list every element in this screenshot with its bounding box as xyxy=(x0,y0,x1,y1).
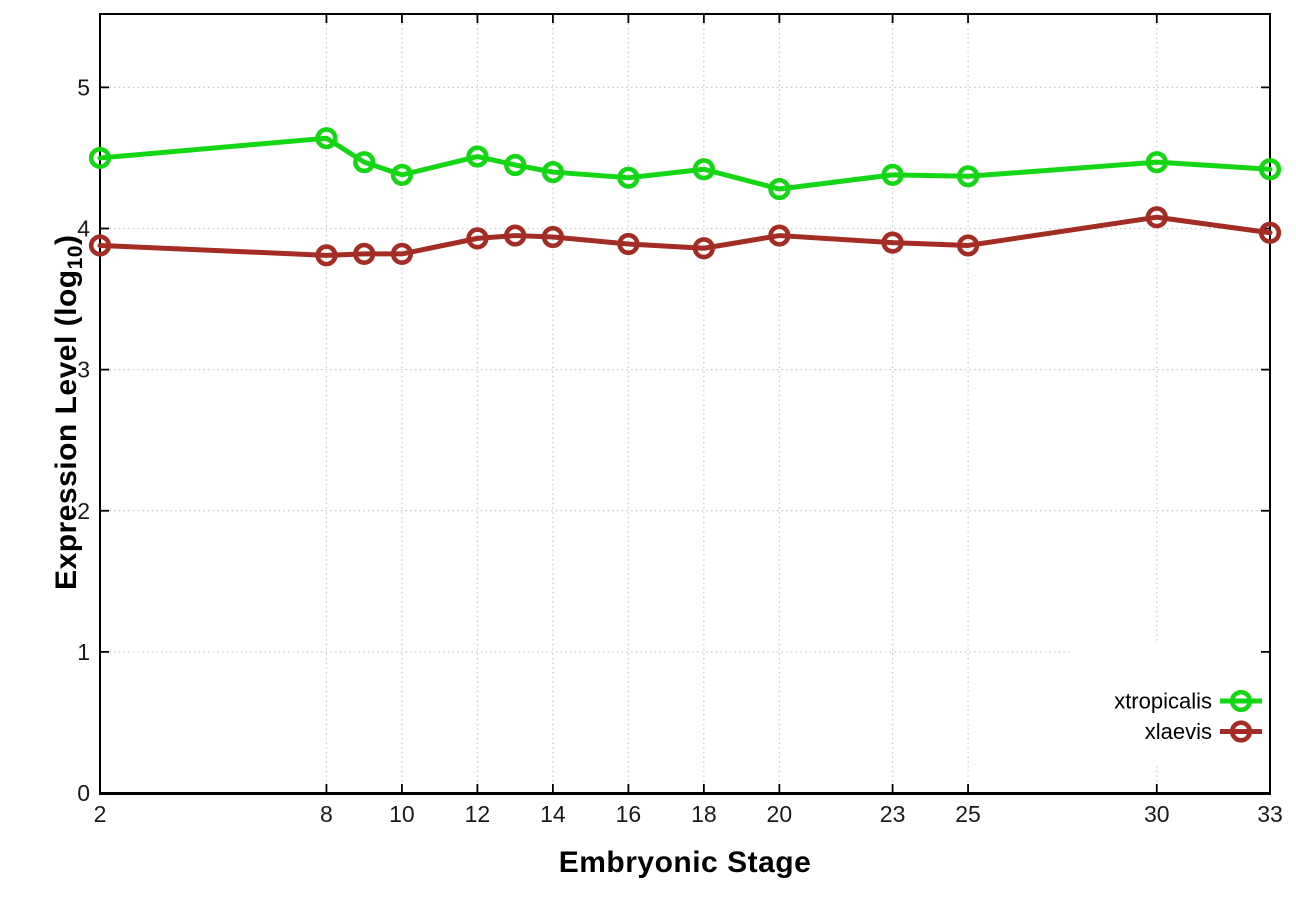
y-axis-label-base: Expression Level (log xyxy=(50,269,83,590)
y-tick-label: 4 xyxy=(77,216,90,242)
data-point-xtropicalis-stage-25 xyxy=(956,165,980,188)
y-tick-label: 1 xyxy=(77,639,90,665)
y-axis-label-close: ) xyxy=(50,234,83,246)
data-point-xtropicalis-stage-23 xyxy=(881,163,904,186)
x-tick-label: 10 xyxy=(389,801,415,827)
data-point-xtropicalis-stage-33 xyxy=(1258,158,1282,181)
series-line-xtropicalis xyxy=(97,135,1273,192)
data-point-xtropicalis-stage-16 xyxy=(617,166,640,189)
data-point-xtropicalis-stage-10 xyxy=(390,163,414,186)
x-tick-label: 8 xyxy=(320,801,333,827)
x-tick-label: 2 xyxy=(94,801,107,827)
x-tick-label: 33 xyxy=(1257,801,1283,827)
series-line-xlaevis xyxy=(97,214,1273,258)
x-tick-label: 16 xyxy=(616,801,642,827)
data-point-xlaevis-stage-2 xyxy=(88,234,112,257)
x-tick-label: 14 xyxy=(540,801,566,827)
data-point-xtropicalis-stage-14 xyxy=(541,160,565,184)
data-point-xlaevis-stage-9 xyxy=(353,242,376,266)
y-tick-label: 2 xyxy=(77,498,90,524)
legend-marker-xtropicalis xyxy=(1229,689,1253,713)
data-point-xtropicalis-stage-2 xyxy=(88,146,112,170)
x-tick-label: 20 xyxy=(767,801,793,827)
data-point-xlaevis-stage-33 xyxy=(1258,221,1282,244)
data-point-xlaevis-stage-16 xyxy=(617,232,640,256)
data-point-xtropicalis-stage-30 xyxy=(1145,151,1168,174)
y-axis-label: Expression Level (log10) xyxy=(50,234,87,590)
data-point-xlaevis-stage-18 xyxy=(692,237,715,260)
data-point-xlaevis-stage-25 xyxy=(956,234,980,257)
data-point-xlaevis-stage-10 xyxy=(390,242,414,266)
y-tick-label: 3 xyxy=(77,357,90,383)
x-tick-label: 23 xyxy=(880,801,906,827)
legend-label-xlaevis: xlaevis xyxy=(1145,719,1212,744)
data-point-xlaevis-stage-12 xyxy=(466,227,489,250)
data-point-xtropicalis-stage-9 xyxy=(353,151,376,174)
data-point-xtropicalis-stage-12 xyxy=(466,145,489,168)
legend-marker-xlaevis xyxy=(1229,720,1253,743)
x-tick-label: 12 xyxy=(465,801,491,827)
data-point-xtropicalis-stage-18 xyxy=(692,158,715,181)
x-tick-label: 18 xyxy=(691,801,717,827)
y-tick-label: 0 xyxy=(77,780,90,806)
data-point-xlaevis-stage-13 xyxy=(504,224,527,247)
x-tick-label: 30 xyxy=(1144,801,1170,827)
data-point-xlaevis-stage-20 xyxy=(768,224,791,247)
data-point-xtropicalis-stage-13 xyxy=(504,153,527,177)
data-point-xlaevis-stage-14 xyxy=(541,225,565,249)
legend-label-xtropicalis: xtropicalis xyxy=(1114,689,1212,714)
y-axis-label-subscript: 10 xyxy=(64,245,87,270)
data-point-xlaevis-stage-8 xyxy=(315,244,338,267)
data-point-xtropicalis-stage-20 xyxy=(768,177,791,201)
x-axis-label: Embryonic Stage xyxy=(558,846,812,879)
x-tick-label: 25 xyxy=(955,801,981,827)
data-point-xlaevis-stage-23 xyxy=(881,231,904,254)
legend-box xyxy=(1072,643,1268,765)
data-point-xtropicalis-stage-8 xyxy=(315,127,338,150)
y-tick-label: 5 xyxy=(77,74,90,100)
data-point-xlaevis-stage-30 xyxy=(1145,206,1168,229)
